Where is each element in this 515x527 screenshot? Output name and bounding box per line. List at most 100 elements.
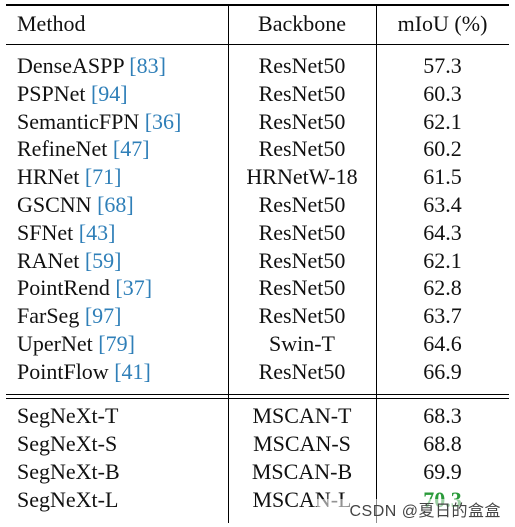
miou-cell: 57.3	[423, 53, 462, 78]
table-row: PSPNet [94] ResNet50 60.3	[6, 80, 509, 108]
miou-cell: 68.3	[423, 403, 462, 428]
method-name: SegNeXt-B	[17, 459, 120, 484]
miou-cell: 68.8	[423, 431, 462, 456]
method-name: FarSeg	[17, 303, 80, 329]
backbone-cell: ResNet50	[258, 358, 346, 384]
method-name: PSPNet	[17, 80, 86, 106]
method-name: UperNet	[17, 331, 93, 356]
table-row: RANet [59] ResNet50 62.1	[6, 247, 509, 275]
method-name: HRNet	[17, 164, 80, 190]
backbone-cell: ResNet50	[258, 136, 346, 162]
citation-link[interactable]: [47]	[112, 136, 150, 162]
method-cell: SegNeXt-S	[17, 430, 117, 458]
header-method: Method	[17, 11, 86, 36]
header-rule	[6, 44, 509, 45]
method-name: SegNeXt-T	[17, 403, 119, 428]
table-row: SemanticFPN [36] ResNet50 62.1	[6, 108, 509, 136]
miou-cell: 62.8	[423, 275, 462, 301]
backbone-cell: ResNet50	[258, 53, 346, 78]
group-rule-1	[6, 394, 509, 395]
citation-link[interactable]: [37]	[115, 275, 153, 301]
method-name: RANet	[17, 247, 80, 273]
method-name: PointRend	[17, 275, 110, 301]
table-row: DenseASPP [83] ResNet50 57.3	[6, 52, 509, 80]
top-rule	[6, 4, 509, 6]
method-cell: SemanticFPN [36]	[17, 108, 181, 136]
citation-link[interactable]: [68]	[97, 192, 134, 217]
header-miou: mIoU (%)	[397, 11, 488, 36]
table-row: RefineNet [47] ResNet50 60.2	[6, 135, 509, 163]
backbone-cell: ResNet50	[258, 219, 346, 245]
citation-link[interactable]: [97]	[84, 303, 122, 329]
backbone-cell: MSCAN-T	[252, 403, 352, 428]
backbone-cell: ResNet50	[258, 108, 346, 134]
backbone-cell: ResNet50	[258, 247, 346, 273]
method-cell: SegNeXt-L	[17, 486, 118, 514]
backbone-cell: MSCAN-S	[253, 431, 351, 456]
method-name: PointFlow	[17, 358, 109, 384]
miou-cell: 63.7	[423, 303, 462, 329]
table-row: FarSeg [97] ResNet50 63.7	[6, 302, 509, 330]
miou-cell: 66.9	[423, 358, 462, 384]
method-cell: UperNet [79]	[17, 330, 135, 358]
table-row: SegNeXt-S MSCAN-S 68.8	[6, 430, 509, 458]
group-rule-2	[6, 398, 509, 399]
method-name: RefineNet	[17, 136, 108, 162]
method-cell: DenseASPP [83]	[17, 52, 166, 80]
method-cell: RANet [59]	[17, 247, 121, 275]
table-row: HRNet [71] HRNetW-18 61.5	[6, 163, 509, 191]
miou-cell: 62.1	[423, 247, 462, 273]
method-name: SFNet	[17, 219, 74, 245]
method-name: SegNeXt-S	[17, 431, 118, 456]
method-name: DenseASPP	[17, 53, 124, 78]
backbone-cell: ResNet50	[258, 275, 346, 301]
method-cell: PointFlow [41]	[17, 358, 151, 386]
backbone-cell: Swin-T	[269, 331, 335, 356]
miou-cell: 60.3	[423, 80, 462, 106]
table-row: SFNet [43] ResNet50 64.3	[6, 219, 509, 247]
column-divider-2	[376, 6, 377, 523]
method-name: GSCNN	[17, 192, 92, 217]
header-row: Method Backbone mIoU (%)	[6, 10, 509, 38]
method-name: SemanticFPN	[17, 108, 140, 134]
table-row: PointFlow [41] ResNet50 66.9	[6, 358, 509, 386]
backbone-cell: ResNet50	[258, 80, 346, 106]
citation-link[interactable]: [41]	[114, 358, 151, 384]
backbone-cell: ResNet50	[258, 192, 346, 217]
method-cell: GSCNN [68]	[17, 191, 134, 219]
watermark-text: CSDN @夏日的盒盒	[349, 503, 501, 520]
table-row: SegNeXt-T MSCAN-T 68.3	[6, 402, 509, 430]
citation-link[interactable]: [83]	[129, 53, 166, 78]
method-cell: SFNet [43]	[17, 219, 115, 247]
miou-cell: 61.5	[423, 164, 462, 190]
backbone-cell: HRNetW-18	[246, 164, 358, 190]
watermark-backdrop	[317, 499, 507, 525]
header-backbone: Backbone	[258, 11, 346, 36]
table-row: PointRend [37] ResNet50 62.8	[6, 274, 509, 302]
citation-link[interactable]: [94]	[90, 80, 128, 106]
miou-cell: 64.3	[423, 219, 462, 245]
method-name: SegNeXt-L	[17, 487, 119, 512]
miou-cell: 69.9	[423, 459, 462, 484]
table-row: UperNet [79] Swin-T 64.6	[6, 330, 509, 358]
table-row: SegNeXt-B MSCAN-B 69.9	[6, 458, 509, 486]
method-cell: SegNeXt-B	[17, 458, 120, 486]
method-cell: PSPNet [94]	[17, 80, 128, 108]
miou-cell: 63.4	[423, 192, 462, 217]
table-row: GSCNN [68] ResNet50 63.4	[6, 191, 509, 219]
miou-cell: 64.6	[423, 331, 462, 356]
citation-link[interactable]: [79]	[98, 331, 135, 356]
citation-link[interactable]: [43]	[78, 219, 116, 245]
citation-link[interactable]: [59]	[84, 247, 122, 273]
citation-link[interactable]: [71]	[84, 164, 122, 190]
method-cell: RefineNet [47]	[17, 135, 150, 163]
method-cell: FarSeg [97]	[17, 302, 121, 330]
method-cell: PointRend [37]	[17, 274, 152, 302]
backbone-cell: MSCAN-B	[251, 459, 353, 484]
column-divider-1	[228, 6, 229, 523]
method-cell: SegNeXt-T	[17, 402, 118, 430]
backbone-cell: ResNet50	[258, 303, 346, 329]
miou-cell: 62.1	[423, 108, 462, 134]
citation-link[interactable]: [36]	[144, 108, 182, 134]
miou-cell: 60.2	[423, 136, 462, 162]
